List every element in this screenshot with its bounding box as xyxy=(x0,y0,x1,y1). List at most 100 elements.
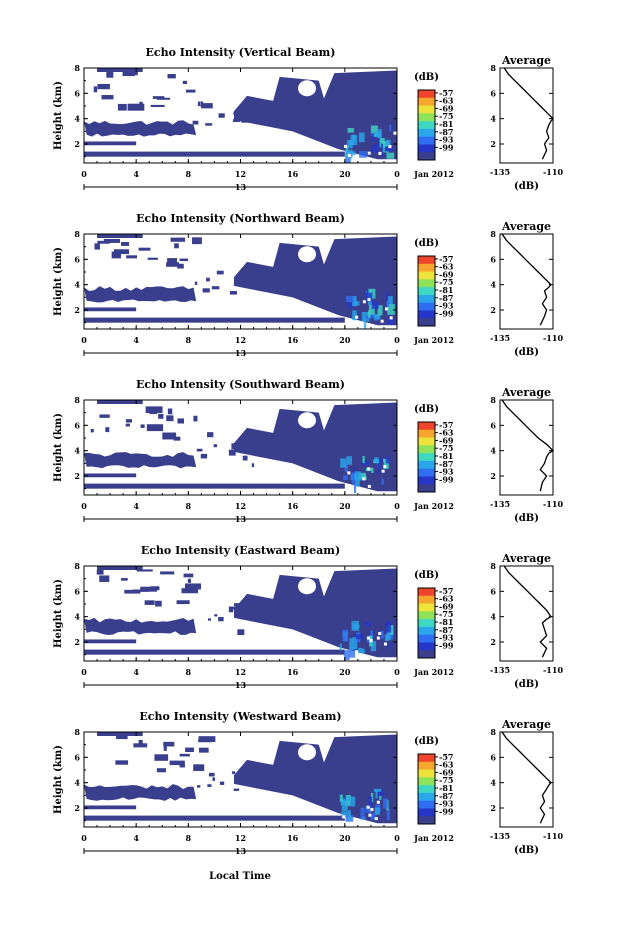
colorbar-tick-label: -63 xyxy=(439,262,454,272)
y-tick-label: 4 xyxy=(74,114,80,124)
echo-speck xyxy=(216,270,224,275)
echo-speck xyxy=(205,123,213,126)
echo-core xyxy=(386,291,389,301)
avg-x-tick-label: -110 xyxy=(543,831,563,841)
echo-speck xyxy=(233,111,239,115)
panel-title: Echo Intensity (Eastward Beam) xyxy=(141,544,340,557)
echo-fleck xyxy=(376,800,380,804)
echo-speck xyxy=(167,74,176,79)
echo-speck xyxy=(156,768,166,773)
x-tick-label: 0 xyxy=(81,169,87,179)
colorbar-unit: (dB) xyxy=(414,736,439,747)
colorbar-tick-label: -99 xyxy=(439,640,454,650)
echo-core xyxy=(374,807,380,815)
echo-core xyxy=(349,141,354,145)
echo-core xyxy=(389,124,392,132)
avg-y-tick-label: 4 xyxy=(490,114,496,124)
average-profile-line xyxy=(503,67,554,160)
echo-core xyxy=(349,647,356,658)
colorbar-tick-label: -99 xyxy=(439,308,454,318)
colorbar-segment xyxy=(418,792,435,802)
echo-speck xyxy=(196,448,203,452)
colorbar-segment xyxy=(418,263,435,273)
echo-core xyxy=(355,479,360,487)
echo-core xyxy=(375,789,378,799)
echo-band-surface xyxy=(84,483,345,489)
echo-speck xyxy=(211,286,220,290)
echo-core xyxy=(384,634,389,641)
echo-speck xyxy=(208,772,215,777)
y-tick-label: 8 xyxy=(74,561,80,571)
average-title: Average xyxy=(501,54,551,67)
avg-y-tick-label: 4 xyxy=(490,612,496,622)
echo-core xyxy=(373,131,382,138)
echo-core xyxy=(355,634,364,640)
colorbar-segment xyxy=(418,650,435,659)
day-label: 13 xyxy=(235,514,247,524)
colorbar-tick-label: -87 xyxy=(439,625,453,635)
echo-gap xyxy=(298,578,317,595)
panel-4: Echo Intensity (Eastward Beam) 2 4 6 8 Height… xyxy=(53,544,563,690)
echo-core xyxy=(368,313,375,318)
echo-speck xyxy=(174,243,179,249)
echo-core xyxy=(351,472,355,484)
x-tick-label: 8 xyxy=(186,501,192,511)
echo-speck xyxy=(121,578,128,581)
echo-core xyxy=(368,304,375,315)
echo-core xyxy=(379,795,382,800)
echo-fleck xyxy=(380,319,384,323)
colorbar-tick-label: -57 xyxy=(439,586,453,596)
x-tick-label: 4 xyxy=(133,667,139,677)
echo-core xyxy=(351,151,356,156)
echo-core xyxy=(361,648,365,654)
x-tick-label: 0 xyxy=(81,501,87,511)
colorbar-unit: (dB) xyxy=(414,72,439,83)
echo-speck xyxy=(213,444,217,448)
colorbar-segment xyxy=(418,144,435,153)
average-plot-frame xyxy=(499,399,554,496)
echo-speck xyxy=(239,282,242,286)
y-tick-label: 2 xyxy=(74,803,80,813)
echo-core xyxy=(370,641,377,652)
colorbar-frame xyxy=(417,753,436,825)
echo-core xyxy=(370,133,375,142)
echo-speck xyxy=(156,97,171,100)
panel-title: Echo Intensity (Vertical Beam) xyxy=(145,46,335,59)
echo-core xyxy=(359,151,367,158)
echo-band-low xyxy=(84,617,197,636)
x-tick-label: 16 xyxy=(287,335,299,345)
echo-band-low xyxy=(84,784,197,801)
echo-speck xyxy=(183,573,194,578)
echo-speck-top xyxy=(97,732,143,736)
echo-core xyxy=(340,458,347,468)
echo-core xyxy=(354,471,362,481)
echo-fleck xyxy=(355,650,359,654)
echo-speck xyxy=(251,463,255,468)
colorbar-segment xyxy=(418,626,435,636)
echo-core xyxy=(339,643,342,651)
average-plot-frame xyxy=(499,565,554,662)
avg-y-tick-label: 6 xyxy=(490,254,496,264)
echo-speck-top xyxy=(97,400,143,404)
echo-fleck xyxy=(378,631,382,635)
average-plot-frame xyxy=(499,233,554,330)
colorbar-tick-label: -69 xyxy=(439,269,454,279)
colorbar-segment xyxy=(418,769,435,778)
echo-core xyxy=(343,475,348,481)
echo-speck xyxy=(147,257,158,260)
echo-core xyxy=(386,152,395,159)
colorbar-segment xyxy=(418,611,435,620)
echo-speck xyxy=(144,600,155,605)
echo-core xyxy=(341,811,350,818)
colorbar-segment xyxy=(418,476,435,485)
echo-core xyxy=(368,796,373,808)
y-axis-label: Height (km) xyxy=(53,579,64,648)
x-tick-label: 0 xyxy=(394,169,400,179)
echo-speck xyxy=(207,432,214,438)
echo-core xyxy=(353,624,360,629)
echo-fleck xyxy=(343,144,347,148)
echo-band-surface xyxy=(84,815,345,821)
echo-fleck xyxy=(342,815,346,819)
avg-y-tick-label: 4 xyxy=(490,778,496,788)
y-tick-label: 6 xyxy=(74,752,80,762)
